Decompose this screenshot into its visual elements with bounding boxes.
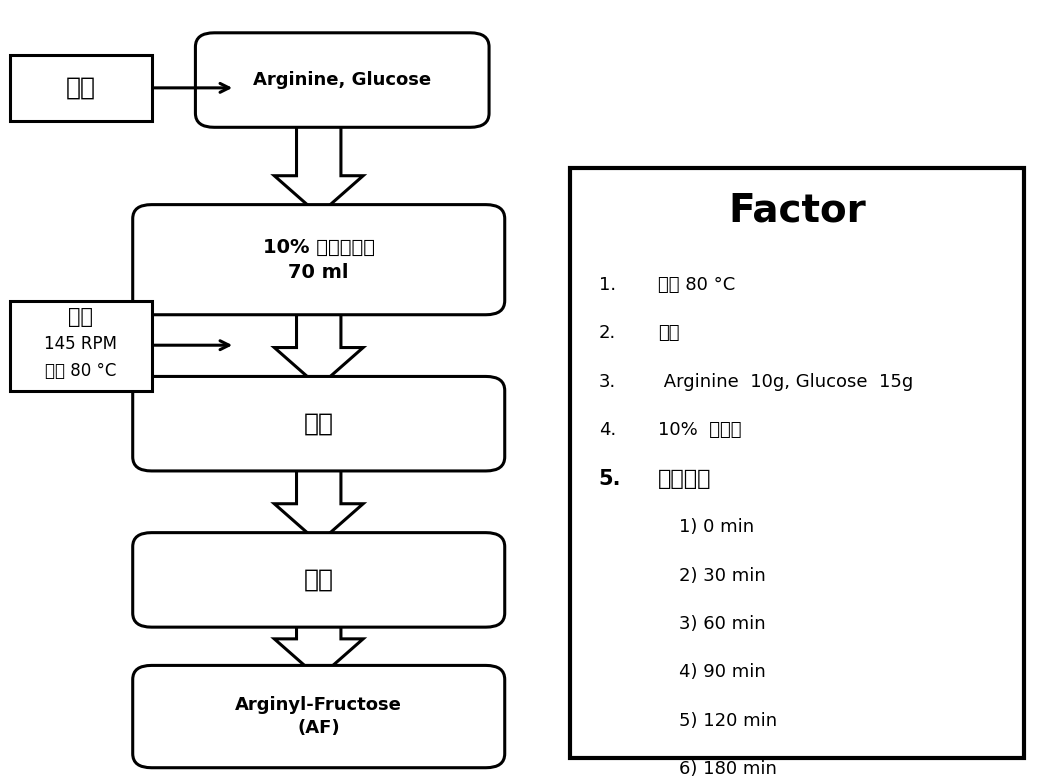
Text: Arginine, Glucose: Arginine, Glucose bbox=[253, 71, 432, 89]
Text: 3) 60 min: 3) 60 min bbox=[679, 615, 766, 633]
Text: 반응시간: 반응시간 bbox=[658, 469, 712, 489]
Text: 온도 80 °C: 온도 80 °C bbox=[45, 362, 117, 380]
Polygon shape bbox=[274, 457, 364, 543]
FancyBboxPatch shape bbox=[133, 665, 505, 768]
Text: 4.: 4. bbox=[599, 421, 617, 440]
Text: 교반: 교반 bbox=[658, 324, 680, 343]
Text: Factor: Factor bbox=[728, 192, 865, 230]
FancyBboxPatch shape bbox=[133, 533, 505, 627]
Text: 3.: 3. bbox=[599, 373, 617, 391]
Polygon shape bbox=[274, 613, 364, 678]
Text: 6) 180 min: 6) 180 min bbox=[679, 760, 777, 779]
Text: 1) 0 min: 1) 0 min bbox=[679, 518, 754, 537]
Text: 건조: 건조 bbox=[304, 568, 333, 592]
Text: 혼합: 혼합 bbox=[66, 76, 96, 100]
Bar bbox=[570, 168, 1024, 758]
Text: Arginine  10g, Glucose  15g: Arginine 10g, Glucose 15g bbox=[658, 373, 913, 391]
Polygon shape bbox=[274, 301, 364, 387]
Text: 5.: 5. bbox=[599, 469, 622, 489]
Text: Arginyl-Fructose
(AF): Arginyl-Fructose (AF) bbox=[235, 696, 402, 737]
FancyBboxPatch shape bbox=[195, 33, 489, 127]
Text: 10% 빙초산쳊가
70 ml: 10% 빙초산쳊가 70 ml bbox=[262, 237, 375, 282]
Bar bbox=[10, 301, 152, 390]
Bar bbox=[10, 55, 152, 121]
Text: 2.: 2. bbox=[599, 324, 617, 343]
FancyBboxPatch shape bbox=[133, 376, 505, 471]
Text: 5) 120 min: 5) 120 min bbox=[679, 711, 777, 730]
Text: 1.: 1. bbox=[599, 276, 616, 294]
Text: 온도 80 °C: 온도 80 °C bbox=[658, 276, 736, 294]
FancyBboxPatch shape bbox=[133, 205, 505, 315]
Text: 145 RPM: 145 RPM bbox=[45, 335, 117, 353]
Text: 10%  빙초산: 10% 빙초산 bbox=[658, 421, 742, 440]
Text: 농축: 농축 bbox=[304, 412, 333, 436]
Text: 교반: 교반 bbox=[69, 307, 93, 327]
Text: 2) 30 min: 2) 30 min bbox=[679, 566, 766, 585]
Polygon shape bbox=[274, 113, 364, 215]
Text: 4) 90 min: 4) 90 min bbox=[679, 663, 766, 682]
